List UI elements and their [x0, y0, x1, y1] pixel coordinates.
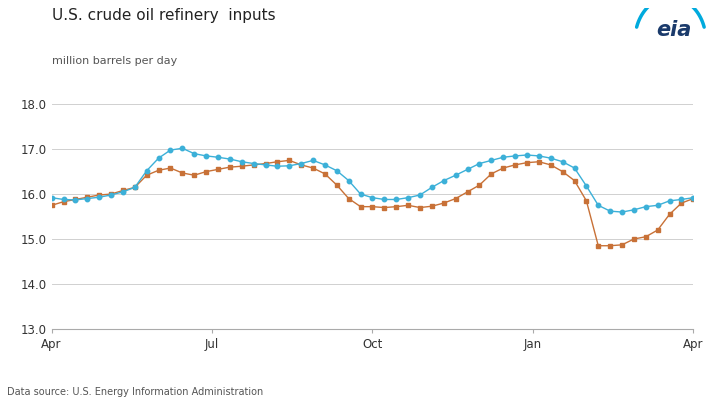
- Text: million barrels per day: million barrels per day: [52, 56, 177, 66]
- Text: eia: eia: [657, 20, 692, 40]
- Text: Data source: U.S. Energy Information Administration: Data source: U.S. Energy Information Adm…: [7, 387, 263, 397]
- Text: U.S. crude oil refinery  inputs: U.S. crude oil refinery inputs: [52, 8, 275, 23]
